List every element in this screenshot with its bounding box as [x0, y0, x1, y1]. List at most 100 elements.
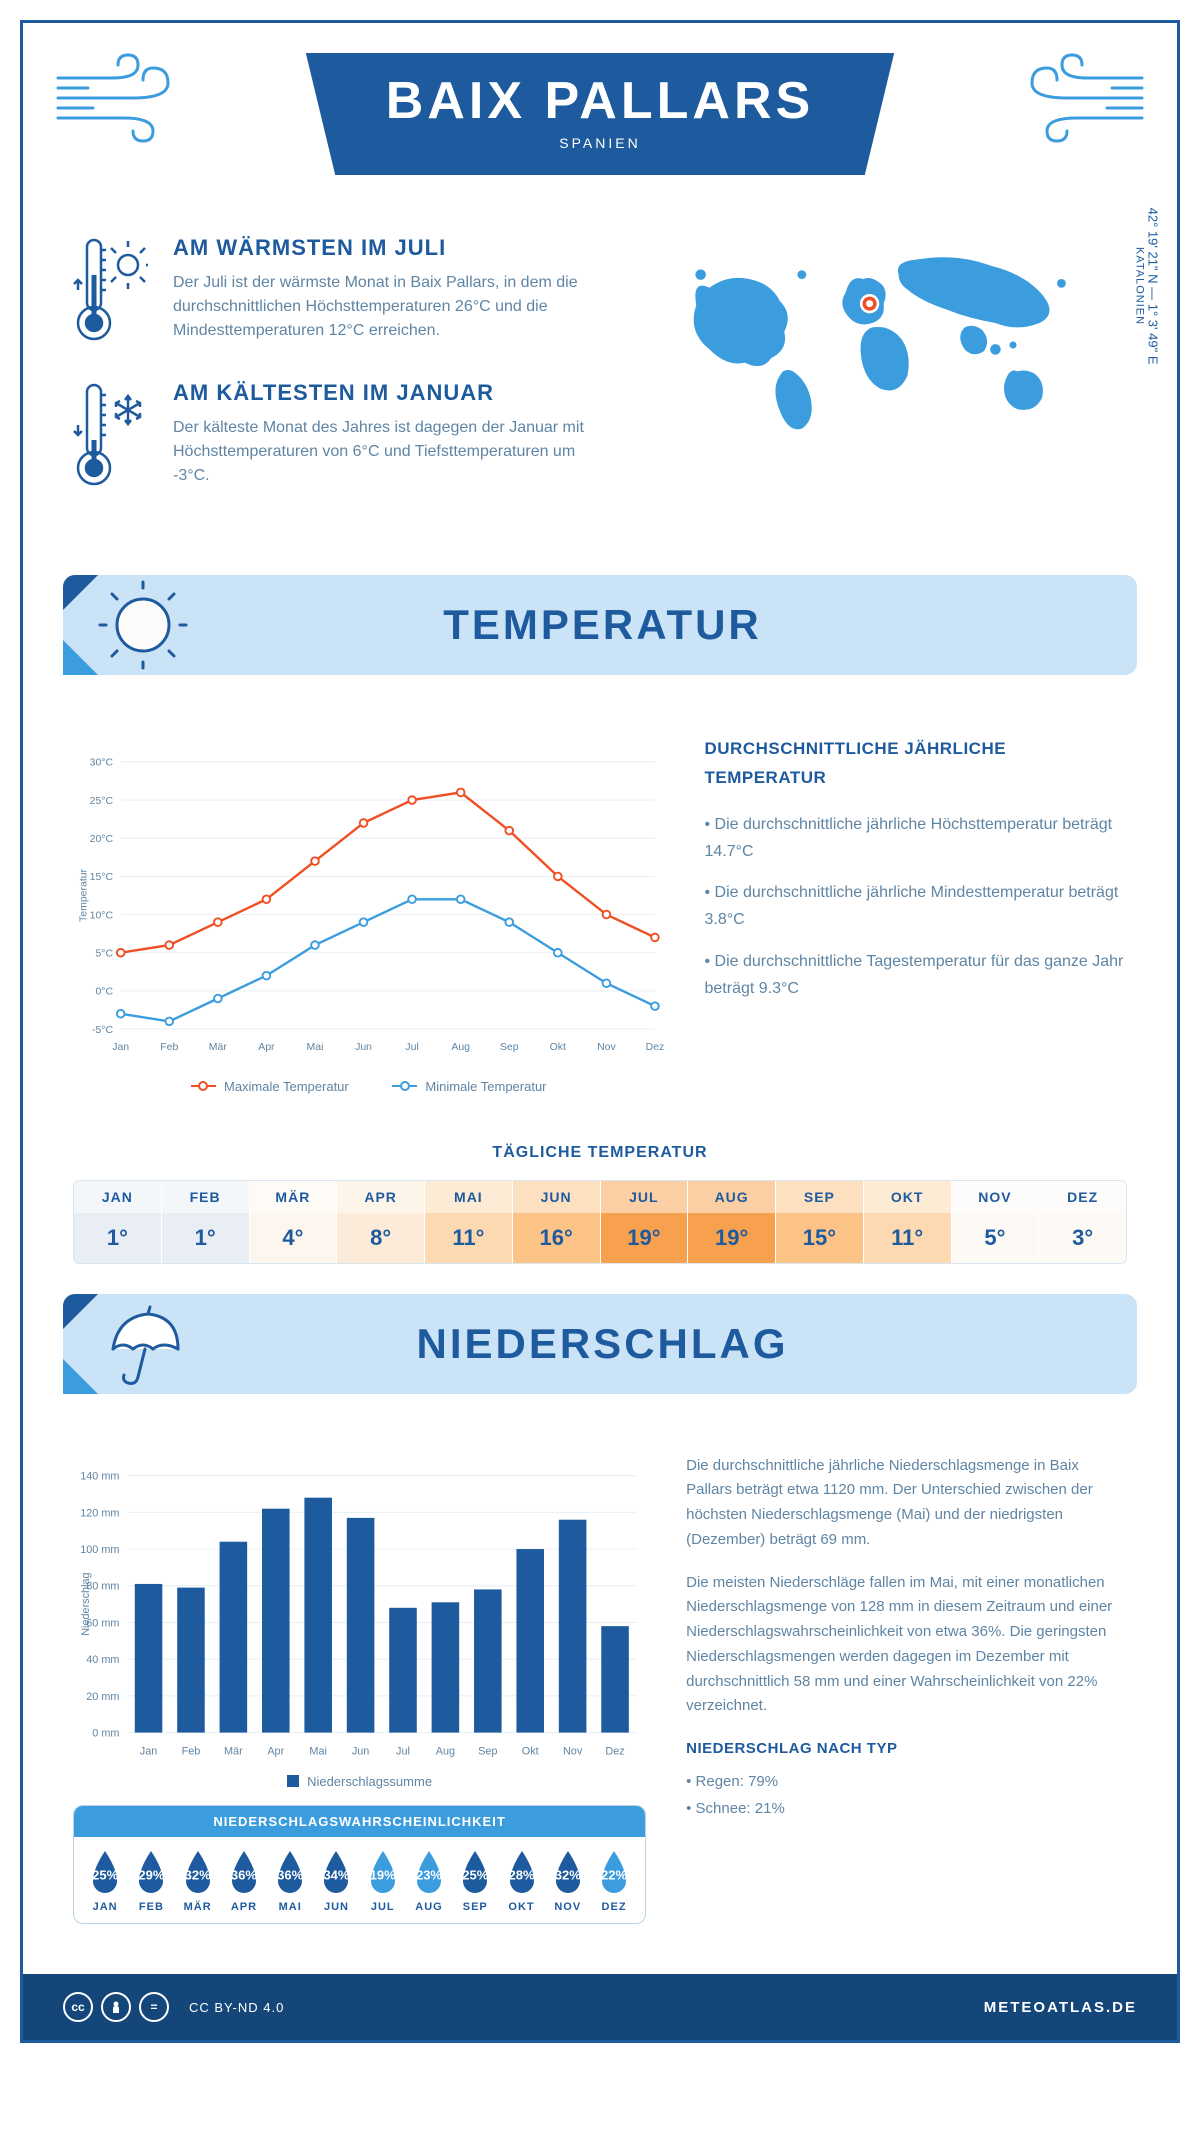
- svg-text:Aug: Aug: [436, 1745, 455, 1757]
- region-name: KATALONIEN: [1134, 208, 1146, 365]
- svg-text:Jun: Jun: [355, 1042, 372, 1053]
- thermometer-sun-icon: [73, 235, 148, 345]
- svg-text:30°C: 30°C: [90, 758, 114, 769]
- svg-text:Mai: Mai: [309, 1745, 327, 1757]
- svg-text:Mai: Mai: [307, 1042, 324, 1053]
- probability-cell: 25% SEP: [452, 1849, 498, 1913]
- license-text: CC BY-ND 4.0: [189, 2000, 284, 2015]
- temperature-heading: TEMPERATUR: [188, 601, 1137, 649]
- probability-cell: 32% MÄR: [175, 1849, 221, 1913]
- umbrella-icon: [98, 1299, 188, 1389]
- thermometer-snow-icon: [73, 380, 148, 490]
- svg-text:25°C: 25°C: [90, 796, 114, 807]
- svg-text:0 mm: 0 mm: [92, 1727, 119, 1739]
- probability-cell: 28% OKT: [498, 1849, 544, 1913]
- precipitation-section-header: NIEDERSCHLAG: [63, 1294, 1137, 1394]
- svg-text:Sep: Sep: [478, 1745, 497, 1757]
- daily-cell: APR 8°: [337, 1181, 425, 1263]
- coords-value: 42° 19' 21" N — 1° 3' 49" E: [1146, 208, 1161, 365]
- svg-text:Apr: Apr: [258, 1042, 275, 1053]
- probability-cell: 22% DEZ: [591, 1849, 637, 1913]
- svg-text:Sep: Sep: [500, 1042, 519, 1053]
- intro-section: AM WÄRMSTEN IM JULI Der Juli ist der wär…: [23, 195, 1177, 555]
- temperature-section-header: TEMPERATUR: [63, 575, 1137, 675]
- svg-text:Nov: Nov: [597, 1042, 616, 1053]
- daily-temperature-table: JAN 1° FEB 1° MÄR 4° APR 8° MAI 11° JUN …: [73, 1180, 1127, 1264]
- svg-text:120 mm: 120 mm: [80, 1507, 119, 1519]
- coldest-fact: AM KÄLTESTEN IM JANUAR Der kälteste Mona…: [73, 380, 604, 490]
- precipitation-probability-table: NIEDERSCHLAGSWAHRSCHEINLICHKEIT 25% JAN …: [73, 1805, 646, 1924]
- daily-cell: MAI 11°: [425, 1181, 513, 1263]
- daily-temp-title: TÄGLICHE TEMPERATUR: [23, 1144, 1177, 1162]
- svg-text:20 mm: 20 mm: [86, 1690, 119, 1702]
- coldest-text: Der kälteste Monat des Jahres ist dagege…: [173, 416, 604, 488]
- probability-cell: 36% MAI: [267, 1849, 313, 1913]
- svg-text:Okt: Okt: [550, 1042, 566, 1053]
- daily-cell: AUG 19°: [688, 1181, 776, 1263]
- location-title: BAIX PALLARS: [386, 71, 814, 131]
- footer-brand: METEOATLAS.DE: [984, 1999, 1137, 2016]
- svg-text:Dez: Dez: [605, 1745, 624, 1757]
- warmest-fact: AM WÄRMSTEN IM JULI Der Juli ist der wär…: [73, 235, 604, 345]
- svg-text:Jun: Jun: [352, 1745, 370, 1757]
- precipitation-heading: NIEDERSCHLAG: [188, 1320, 1137, 1368]
- svg-text:Jan: Jan: [112, 1042, 129, 1053]
- svg-text:Mär: Mär: [224, 1745, 243, 1757]
- daily-cell: MÄR 4°: [250, 1181, 338, 1263]
- svg-text:Jan: Jan: [140, 1745, 158, 1757]
- svg-text:5°C: 5°C: [95, 949, 113, 960]
- precipitation-summary-text: Die durchschnittliche jährliche Niedersc…: [686, 1454, 1127, 1925]
- svg-text:100 mm: 100 mm: [80, 1544, 119, 1556]
- svg-text:10°C: 10°C: [90, 910, 114, 921]
- svg-text:40 mm: 40 mm: [86, 1654, 119, 1666]
- svg-text:15°C: 15°C: [90, 872, 114, 883]
- probability-cell: 29% FEB: [128, 1849, 174, 1913]
- daily-cell: FEB 1°: [162, 1181, 250, 1263]
- svg-text:Jul: Jul: [396, 1745, 410, 1757]
- cc-icon: cc: [63, 1992, 93, 2022]
- svg-text:Feb: Feb: [182, 1745, 201, 1757]
- country-subtitle: SPANIEN: [386, 135, 814, 151]
- coordinates: 42° 19' 21" N — 1° 3' 49" E KATALONIEN: [1134, 208, 1161, 365]
- svg-text:Jul: Jul: [405, 1042, 418, 1053]
- daily-cell: DEZ 3°: [1039, 1181, 1126, 1263]
- probability-cell: 34% JUN: [313, 1849, 359, 1913]
- legend-min: Minimale Temperatur: [392, 1079, 546, 1094]
- svg-text:Dez: Dez: [646, 1042, 665, 1053]
- sun-icon: [98, 580, 188, 670]
- svg-text:Niederschlag: Niederschlag: [80, 1572, 92, 1635]
- precipitation-chart: 0 mm20 mm40 mm60 mm80 mm100 mm120 mm140 …: [73, 1454, 646, 1791]
- svg-text:140 mm: 140 mm: [80, 1470, 119, 1482]
- footer: cc = CC BY-ND 4.0 METEOATLAS.DE: [23, 1974, 1177, 2040]
- wind-icon: [1017, 53, 1147, 143]
- daily-cell: JUL 19°: [601, 1181, 689, 1263]
- probability-cell: 19% JUL: [360, 1849, 406, 1913]
- temperature-chart: -5°C0°C5°C10°C15°C20°C25°C30°CJanFebMärA…: [73, 735, 665, 1094]
- probability-cell: 36% APR: [221, 1849, 267, 1913]
- probability-cell: 23% AUG: [406, 1849, 452, 1913]
- probability-cell: 32% NOV: [545, 1849, 591, 1913]
- svg-text:Nov: Nov: [563, 1745, 583, 1757]
- world-map-icon: [644, 235, 1127, 455]
- daily-cell: SEP 15°: [776, 1181, 864, 1263]
- temperature-summary-text: DURCHSCHNITTLICHE JÄHRLICHE TEMPERATUR •…: [705, 735, 1128, 1094]
- svg-text:Temperatur: Temperatur: [78, 868, 89, 922]
- header: BAIX PALLARS SPANIEN: [23, 23, 1177, 195]
- wind-icon: [53, 53, 183, 143]
- warmest-text: Der Juli ist der wärmste Monat in Baix P…: [173, 271, 604, 343]
- daily-cell: JUN 16°: [513, 1181, 601, 1263]
- daily-cell: NOV 5°: [952, 1181, 1040, 1263]
- svg-text:20°C: 20°C: [90, 834, 114, 845]
- svg-text:Okt: Okt: [522, 1745, 539, 1757]
- title-banner: BAIX PALLARS SPANIEN: [306, 53, 894, 175]
- coldest-title: AM KÄLTESTEN IM JANUAR: [173, 380, 604, 406]
- license-icons: cc = CC BY-ND 4.0: [63, 1992, 284, 2022]
- by-icon: [101, 1992, 131, 2022]
- legend-precip: Niederschlagssumme: [287, 1774, 432, 1789]
- svg-text:Feb: Feb: [160, 1042, 178, 1053]
- warmest-title: AM WÄRMSTEN IM JULI: [173, 235, 604, 261]
- svg-text:-5°C: -5°C: [92, 1025, 114, 1036]
- svg-text:Apr: Apr: [267, 1745, 284, 1757]
- svg-text:0°C: 0°C: [95, 987, 113, 998]
- probability-cell: 25% JAN: [82, 1849, 128, 1913]
